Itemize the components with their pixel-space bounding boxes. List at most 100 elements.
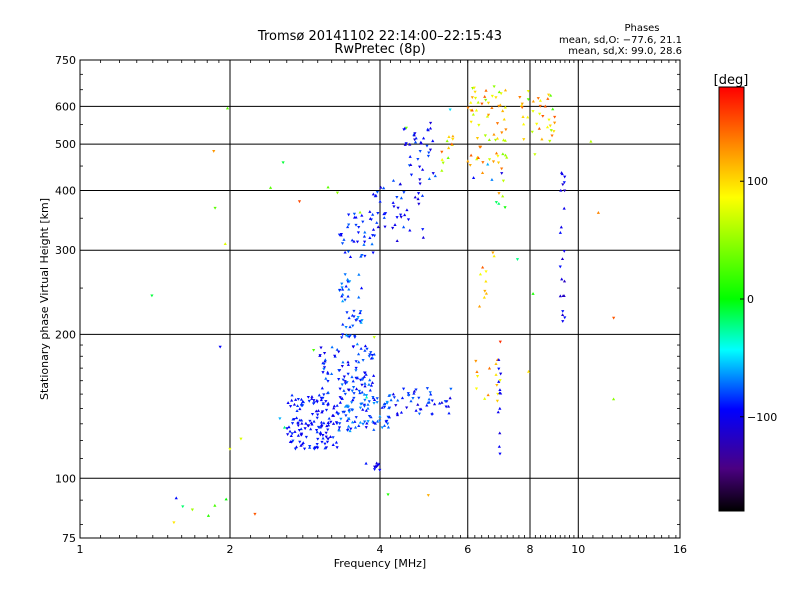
scatter-point — [412, 391, 416, 395]
scatter-point — [413, 195, 417, 199]
scatter-point — [486, 162, 490, 166]
scatter-point — [317, 393, 321, 397]
scatter-point — [490, 94, 494, 98]
scatter-point — [548, 139, 552, 143]
scatter-point — [414, 408, 418, 412]
scatter-point — [323, 446, 327, 450]
scatter-point — [382, 212, 386, 216]
scatter-point — [368, 388, 372, 392]
scatter-point — [494, 96, 498, 100]
scatter-point — [344, 325, 348, 329]
scatter-point — [498, 388, 502, 391]
scatter-point — [330, 345, 334, 349]
scatter-point — [326, 371, 330, 375]
scatter-point — [372, 401, 376, 405]
scatter-point — [473, 90, 477, 94]
scatter-point — [426, 154, 431, 158]
scatter-point — [449, 387, 453, 391]
scatter-point — [368, 210, 372, 213]
scatter-point — [372, 352, 376, 356]
scatter-point — [363, 381, 367, 385]
scatter-point — [372, 374, 376, 377]
scatter-point — [300, 404, 305, 408]
scatter-point — [341, 292, 345, 296]
scatter-point — [519, 103, 524, 107]
scatter-point — [352, 315, 356, 319]
scatter-point — [320, 386, 324, 390]
scatter-point — [290, 398, 294, 402]
scatter-point — [346, 277, 350, 281]
scatter-point — [345, 418, 349, 422]
scatter-point — [480, 171, 485, 175]
scatter-point — [310, 395, 314, 398]
scatter-point — [403, 213, 407, 217]
scatter-point — [515, 258, 520, 261]
scatter-point — [300, 421, 304, 425]
scatter-point — [563, 175, 567, 179]
scatter-point — [376, 225, 380, 229]
scatter-point — [335, 446, 339, 450]
scatter-point — [320, 425, 324, 429]
scatter-point — [322, 393, 326, 397]
scatter-point — [518, 96, 522, 99]
scatter-point — [440, 150, 444, 154]
scatter-point — [353, 336, 357, 339]
scatter-point — [503, 206, 507, 209]
scatter-point — [346, 372, 350, 376]
scatter-point — [363, 398, 367, 402]
scatter-point — [314, 428, 319, 432]
scatter-point — [346, 405, 351, 409]
scatter-point — [492, 85, 496, 89]
scatter-point — [362, 392, 366, 396]
scatter-point — [466, 159, 470, 163]
scatter-point — [301, 400, 306, 404]
scatter-point — [375, 419, 380, 423]
scatter-point — [370, 242, 374, 246]
scatter-point — [490, 106, 494, 110]
scatter-point — [308, 445, 312, 449]
scatter-point — [498, 103, 502, 107]
scatter-point — [225, 106, 230, 110]
scatter-point — [386, 425, 391, 429]
scatter-point — [427, 177, 431, 180]
scatter-point — [386, 415, 390, 419]
x-tick-label: 6 — [464, 543, 471, 556]
scatter-point — [494, 373, 498, 376]
scatter-point — [471, 176, 476, 179]
scatter-point — [547, 93, 551, 97]
scatter-point — [428, 148, 433, 152]
scatter-point — [487, 158, 492, 162]
scatter-point — [450, 142, 454, 146]
scatter-point — [290, 393, 294, 397]
scatter-point — [326, 437, 330, 441]
scatter-point — [363, 254, 367, 258]
scatter-point — [329, 420, 333, 424]
scatter-point — [495, 136, 500, 140]
scatter-point — [324, 435, 328, 439]
scatter-point — [299, 397, 304, 401]
y-axis-label: Stationary phase Virtual Height [km] — [38, 198, 51, 400]
scatter-point — [300, 418, 304, 422]
scatter-point — [380, 405, 384, 409]
scatter-point — [340, 336, 344, 340]
scatter-point — [213, 503, 217, 507]
scatter-point — [345, 334, 350, 338]
scatter-point — [326, 428, 330, 432]
scatter-point — [352, 239, 356, 243]
scatter-point — [308, 419, 312, 423]
scatter-point — [358, 391, 362, 395]
scatter-point — [348, 280, 352, 284]
scatter-point — [499, 372, 503, 376]
scatter-point — [326, 370, 330, 374]
stats-line-x: mean, sd,X: 99.0, 28.6 — [568, 46, 682, 57]
scatter-point — [478, 145, 482, 149]
scatter-point — [296, 421, 300, 424]
scatter-point — [484, 270, 488, 274]
scatter-point — [350, 420, 355, 424]
scatter-point — [503, 153, 508, 157]
scatter-point — [359, 254, 363, 258]
scatter-point — [425, 403, 429, 407]
scatter-point — [416, 402, 420, 406]
scatter-point — [326, 185, 330, 189]
scatter-point — [316, 409, 321, 412]
